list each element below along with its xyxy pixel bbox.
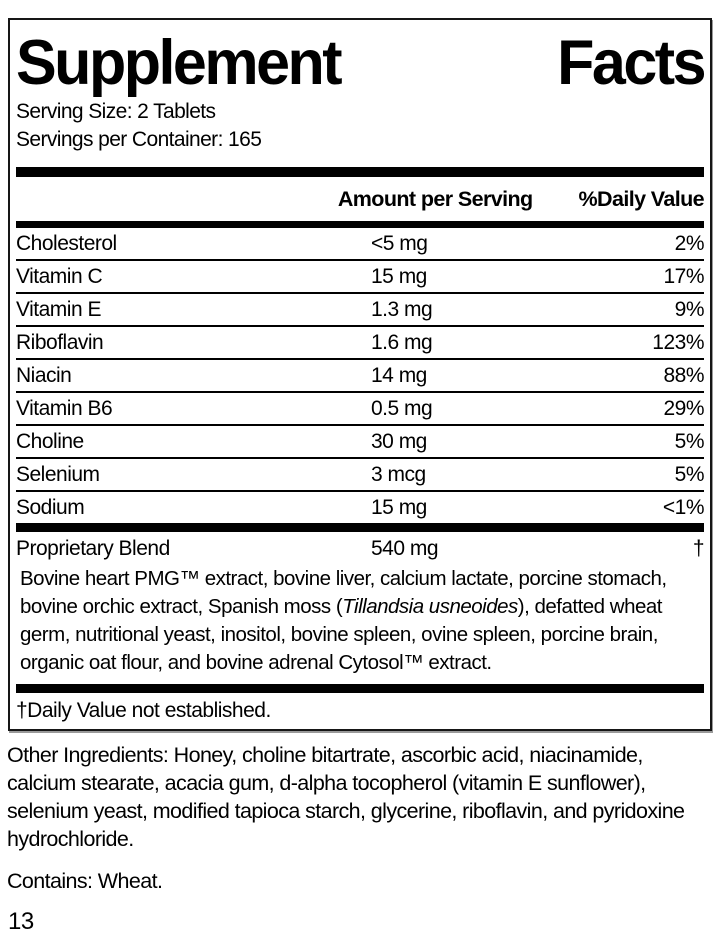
nutrient-daily-value: 2% [674,232,705,255]
table-row: Sodium 15 mg <1% [16,492,705,523]
table-row: Choline 30 mg 5% [16,426,705,459]
column-header-daily-value: %Daily Value [578,187,705,211]
panel-title-word-left: Supplement [16,27,343,98]
divider-bar-top [16,167,704,177]
nutrient-amount: 3 mcg [371,463,426,486]
nutrient-name: Riboflavin [16,331,104,354]
nutrient-amount: 15 mg [371,265,427,288]
nutrient-amount: 1.3 mg [371,298,433,321]
blend-latin-name: Tillandsia usneoides [342,595,518,618]
proprietary-blend-description: Bovine heart PMG™ extract, bovine liver,… [16,565,704,684]
table-row: Riboflavin 1.6 mg 123% [16,327,704,360]
divider-bar-header [16,221,704,228]
nutrient-daily-value: 29% [663,397,704,420]
table-row: Selenium 3 mcg 5% [16,459,705,492]
table-row: Niacin 14 mg 88% [16,360,704,393]
nutrient-amount: 0.5 mg [371,397,433,420]
nutrient-daily-value: 5% [674,430,705,453]
nutrient-amount: 1.6 mg [371,331,433,354]
proprietary-blend-row: Proprietary Blend 540 mg † [16,532,705,565]
nutrient-name: Vitamin C [16,265,103,288]
blend-text-start: Bovine heart PMG™ extract, bovine liver,… [20,567,667,618]
column-header-amount: Amount per Serving [337,187,533,211]
panel-title-word-right: Facts [557,27,706,98]
nutrient-name: Cholesterol [16,232,117,255]
panel-title: Supplement Facts [16,27,706,98]
page-number: 13 [8,908,34,935]
nutrient-amount: 540 mg [371,537,439,560]
nutrient-name: Vitamin B6 [16,397,113,420]
nutrient-name: Niacin [16,364,72,387]
table-row: Vitamin E 1.3 mg 9% [16,294,705,327]
other-ingredients-text: Other Ingredients: Honey, choline bitart… [7,743,685,851]
nutrient-name: Proprietary Blend [16,537,170,560]
daily-value-footnote: †Daily Value not established. [16,699,271,722]
nutrient-name: Choline [16,430,84,453]
nutrient-daily-value: 9% [674,298,705,321]
divider-bar-proprietary [16,523,704,532]
nutrient-daily-value: <1% [662,496,705,519]
nutrient-table: Cholesterol <5 mg 2% Vitamin C 15 mg 17%… [16,228,705,523]
blend-text-end: ), defatted wheat germ, nutritional yeas… [20,595,662,674]
nutrient-amount: 14 mg [371,364,427,387]
table-row: Cholesterol <5 mg 2% [16,228,705,261]
nutrient-name: Sodium [16,496,85,519]
nutrient-daily-value: 88% [663,364,704,387]
table-header-row: Amount per Serving %Daily Value [16,177,705,221]
dagger-symbol: † [692,537,705,560]
table-row: Vitamin C 15 mg 17% [16,261,704,294]
table-row: Vitamin B6 0.5 mg 29% [16,393,704,426]
nutrient-daily-value: 5% [674,463,705,486]
nutrient-amount: <5 mg [371,232,428,255]
nutrient-daily-value: 123% [652,331,704,354]
serving-size: Serving Size: 2 Tablets [16,100,216,123]
nutrient-daily-value: 17% [663,265,704,288]
allergen-statement: Contains: Wheat. [7,869,163,893]
divider-bar-footnote [16,684,704,693]
nutrient-name: Selenium [16,463,100,486]
servings-per-container: Servings per Container: 165 [16,128,262,151]
nutrient-name: Vitamin E [16,298,102,321]
nutrient-amount: 30 mg [371,430,427,453]
supplement-facts-panel: Supplement Facts Serving Size: 2 Tablets… [8,18,712,731]
nutrient-amount: 15 mg [371,496,427,519]
